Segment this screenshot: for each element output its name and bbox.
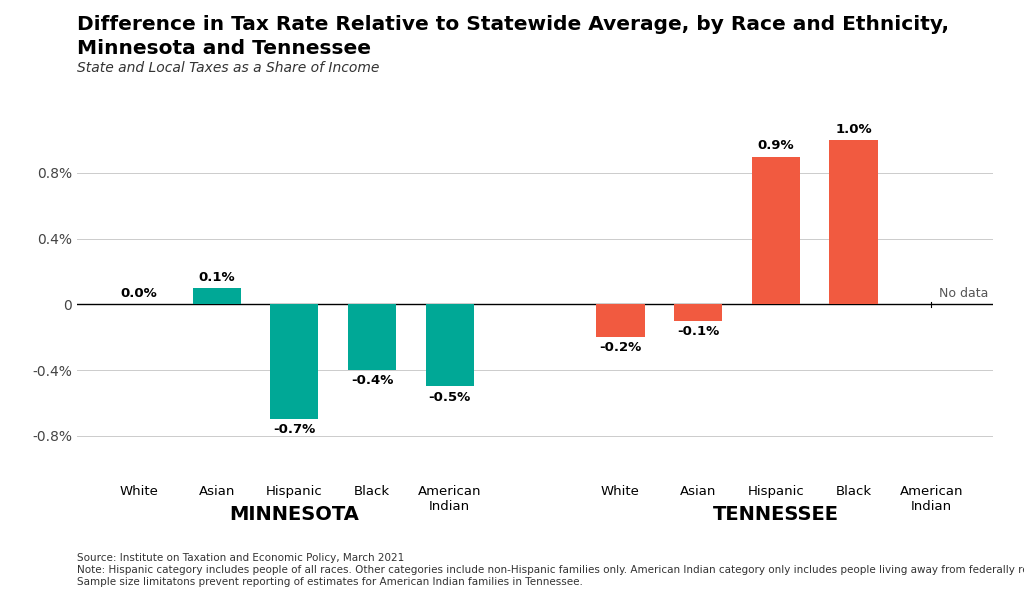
Bar (270, 305, 318, 420)
Text: Note: Hispanic category includes people of all races. Other categories include n: Note: Hispanic category includes people … (77, 565, 1024, 575)
Bar (829, 140, 878, 305)
Bar (193, 288, 241, 305)
Text: 0.0%: 0.0% (121, 287, 158, 300)
Text: Source: Institute on Taxation and Economic Policy, March 2021: Source: Institute on Taxation and Econom… (77, 553, 404, 563)
Text: -0.5%: -0.5% (428, 390, 471, 403)
Text: Minnesota and Tennessee: Minnesota and Tennessee (77, 39, 371, 58)
Text: Difference in Tax Rate Relative to Statewide Average, by Race and Ethnicity,: Difference in Tax Rate Relative to State… (77, 15, 949, 34)
Text: -0.7%: -0.7% (273, 423, 315, 436)
Text: 1.0%: 1.0% (836, 123, 871, 136)
Text: Sample size limitatons prevent reporting of estimates for American Indian famili: Sample size limitatons prevent reporting… (77, 577, 583, 587)
Text: State and Local Taxes as a Share of Income: State and Local Taxes as a Share of Inco… (77, 61, 379, 75)
Text: 0.9%: 0.9% (758, 139, 795, 153)
Bar (596, 305, 644, 337)
Text: -0.4%: -0.4% (351, 374, 393, 387)
Bar (674, 305, 722, 321)
Bar (426, 305, 474, 386)
Bar (752, 157, 800, 305)
Text: -0.1%: -0.1% (677, 325, 719, 338)
Text: TENNESSEE: TENNESSEE (713, 505, 839, 524)
Bar (348, 305, 396, 370)
Text: No data: No data (939, 287, 988, 300)
Text: -0.2%: -0.2% (599, 342, 642, 354)
Text: 0.1%: 0.1% (199, 271, 234, 284)
Text: MINNESOTA: MINNESOTA (229, 505, 359, 524)
